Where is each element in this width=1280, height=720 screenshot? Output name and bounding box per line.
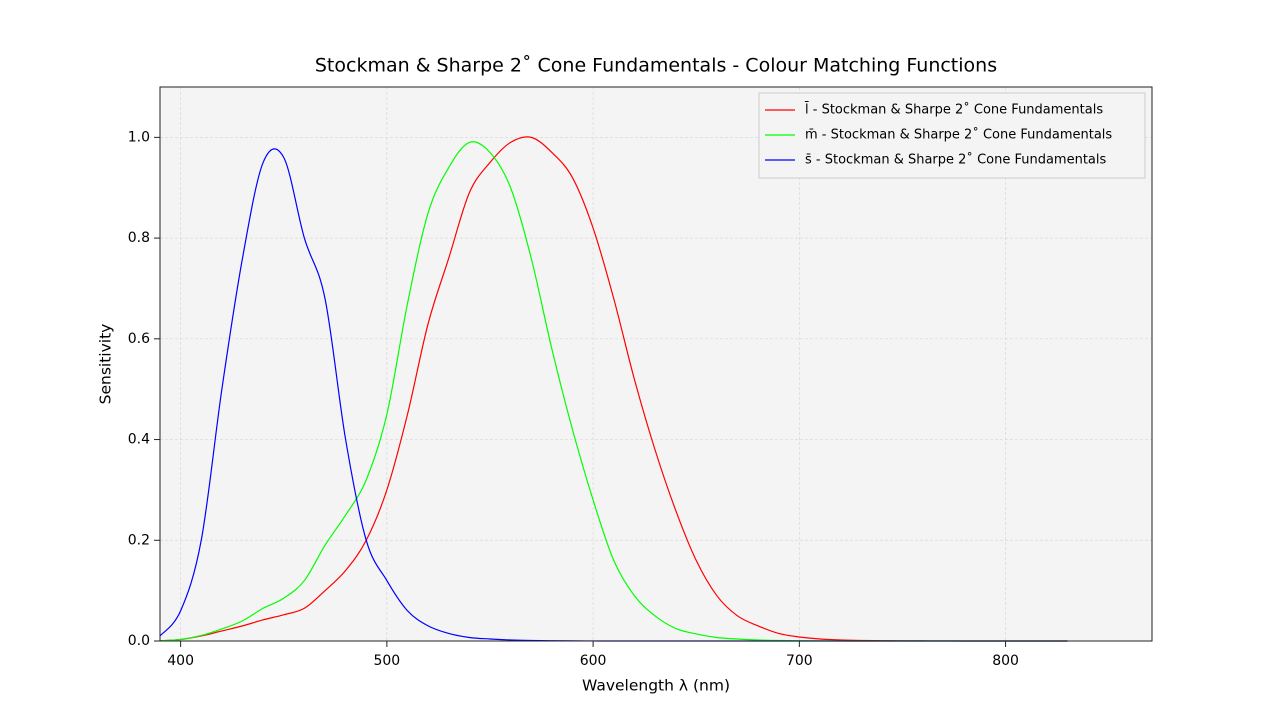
plot-area bbox=[160, 87, 1152, 641]
x-tick-label: 400 bbox=[167, 653, 194, 669]
x-tick-label: 800 bbox=[992, 653, 1019, 669]
y-tick-label: 1.0 bbox=[128, 129, 150, 145]
legend-label: s̄ - Stockman & Sharpe 2˚ Cone Fundament… bbox=[805, 152, 1107, 168]
x-tick-label: 500 bbox=[373, 653, 400, 669]
legend bbox=[758, 92, 1146, 179]
plot-frame bbox=[159, 86, 1153, 642]
x-tick-label: 700 bbox=[786, 653, 813, 669]
legend-label: l̄ - Stockman & Sharpe 2˚ Cone Fundament… bbox=[804, 102, 1103, 118]
x-axis-label: Wavelength λ (nm) bbox=[582, 677, 730, 695]
y-axis-label: Sensitivity bbox=[97, 324, 115, 405]
chart-title: Stockman & Sharpe 2˚ Cone Fundamentals -… bbox=[315, 55, 997, 77]
y-tick-label: 0.8 bbox=[128, 230, 150, 246]
y-tick-label: 0.4 bbox=[128, 432, 150, 448]
y-tick-label: 0.0 bbox=[128, 633, 150, 649]
y-tick-label: 0.6 bbox=[128, 331, 150, 347]
x-tick-label: 600 bbox=[580, 653, 607, 669]
legend-label: m̄ - Stockman & Sharpe 2˚ Cone Fundament… bbox=[805, 127, 1112, 143]
y-tick-label: 0.2 bbox=[128, 532, 150, 548]
